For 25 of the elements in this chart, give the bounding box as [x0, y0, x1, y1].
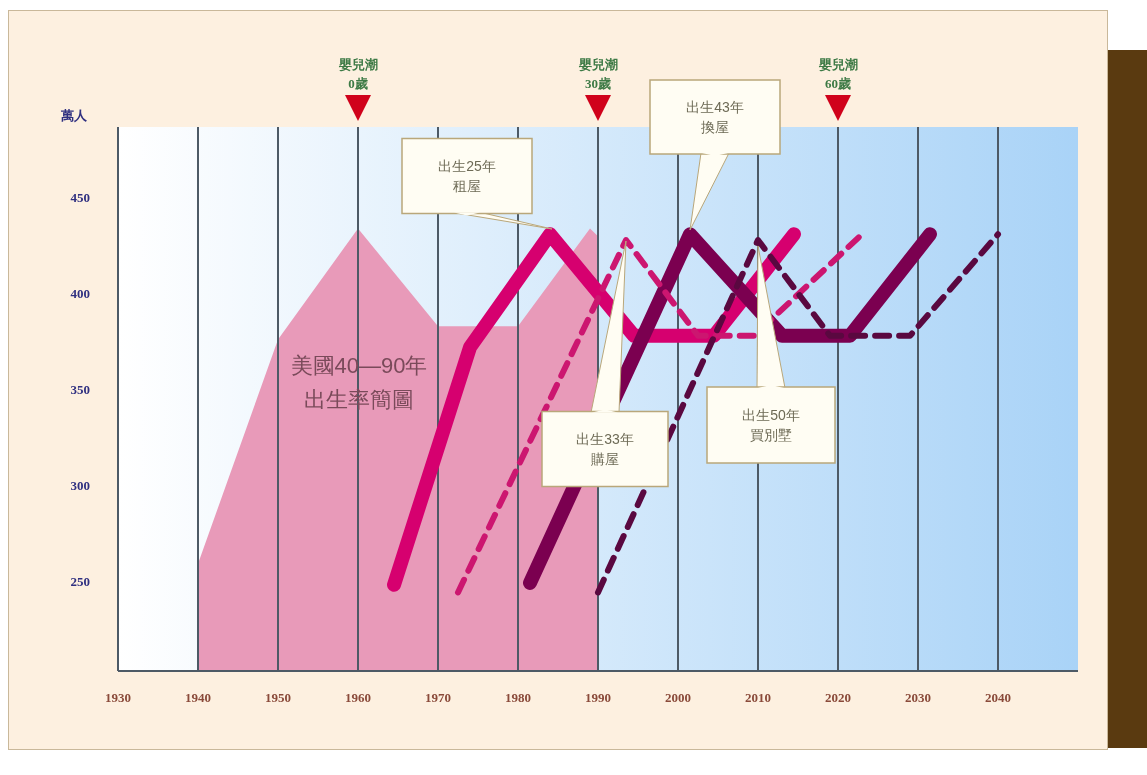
x-tick-label: 2020 [825, 690, 851, 706]
annotation: 出生50年買別墅 [742, 407, 800, 443]
x-tick-label: 1980 [505, 690, 531, 706]
y-axis-title: 萬人 [61, 107, 87, 125]
x-tick-label: 1970 [425, 690, 451, 706]
x-tick-label: 1940 [185, 690, 211, 706]
y-tick-label: 400 [70, 286, 90, 302]
text: 嬰兒潮60歲 [817, 57, 858, 91]
annotation: 出生33年購屋 [576, 431, 634, 467]
x-tick-label: 1990 [585, 690, 611, 706]
text: 嬰兒潮30歲 [577, 57, 618, 91]
y-tick-label: 250 [70, 573, 90, 589]
y-tick-label: 350 [70, 382, 90, 398]
x-tick-label: 1960 [345, 690, 371, 706]
x-tick-label: 2030 [905, 690, 931, 706]
y-tick-label: 450 [70, 190, 90, 206]
x-tick-label: 2040 [985, 690, 1011, 706]
x-tick-label: 2000 [665, 690, 691, 706]
text: 嬰兒潮0歲 [337, 57, 378, 91]
x-tick-label: 1930 [105, 690, 131, 706]
annotation: 出生43年換屋 [686, 99, 744, 135]
x-tick-label: 1950 [265, 690, 291, 706]
annotation: 出生25年租屋 [438, 158, 496, 194]
y-tick-label: 300 [70, 477, 90, 493]
x-tick-label: 2010 [745, 690, 771, 706]
